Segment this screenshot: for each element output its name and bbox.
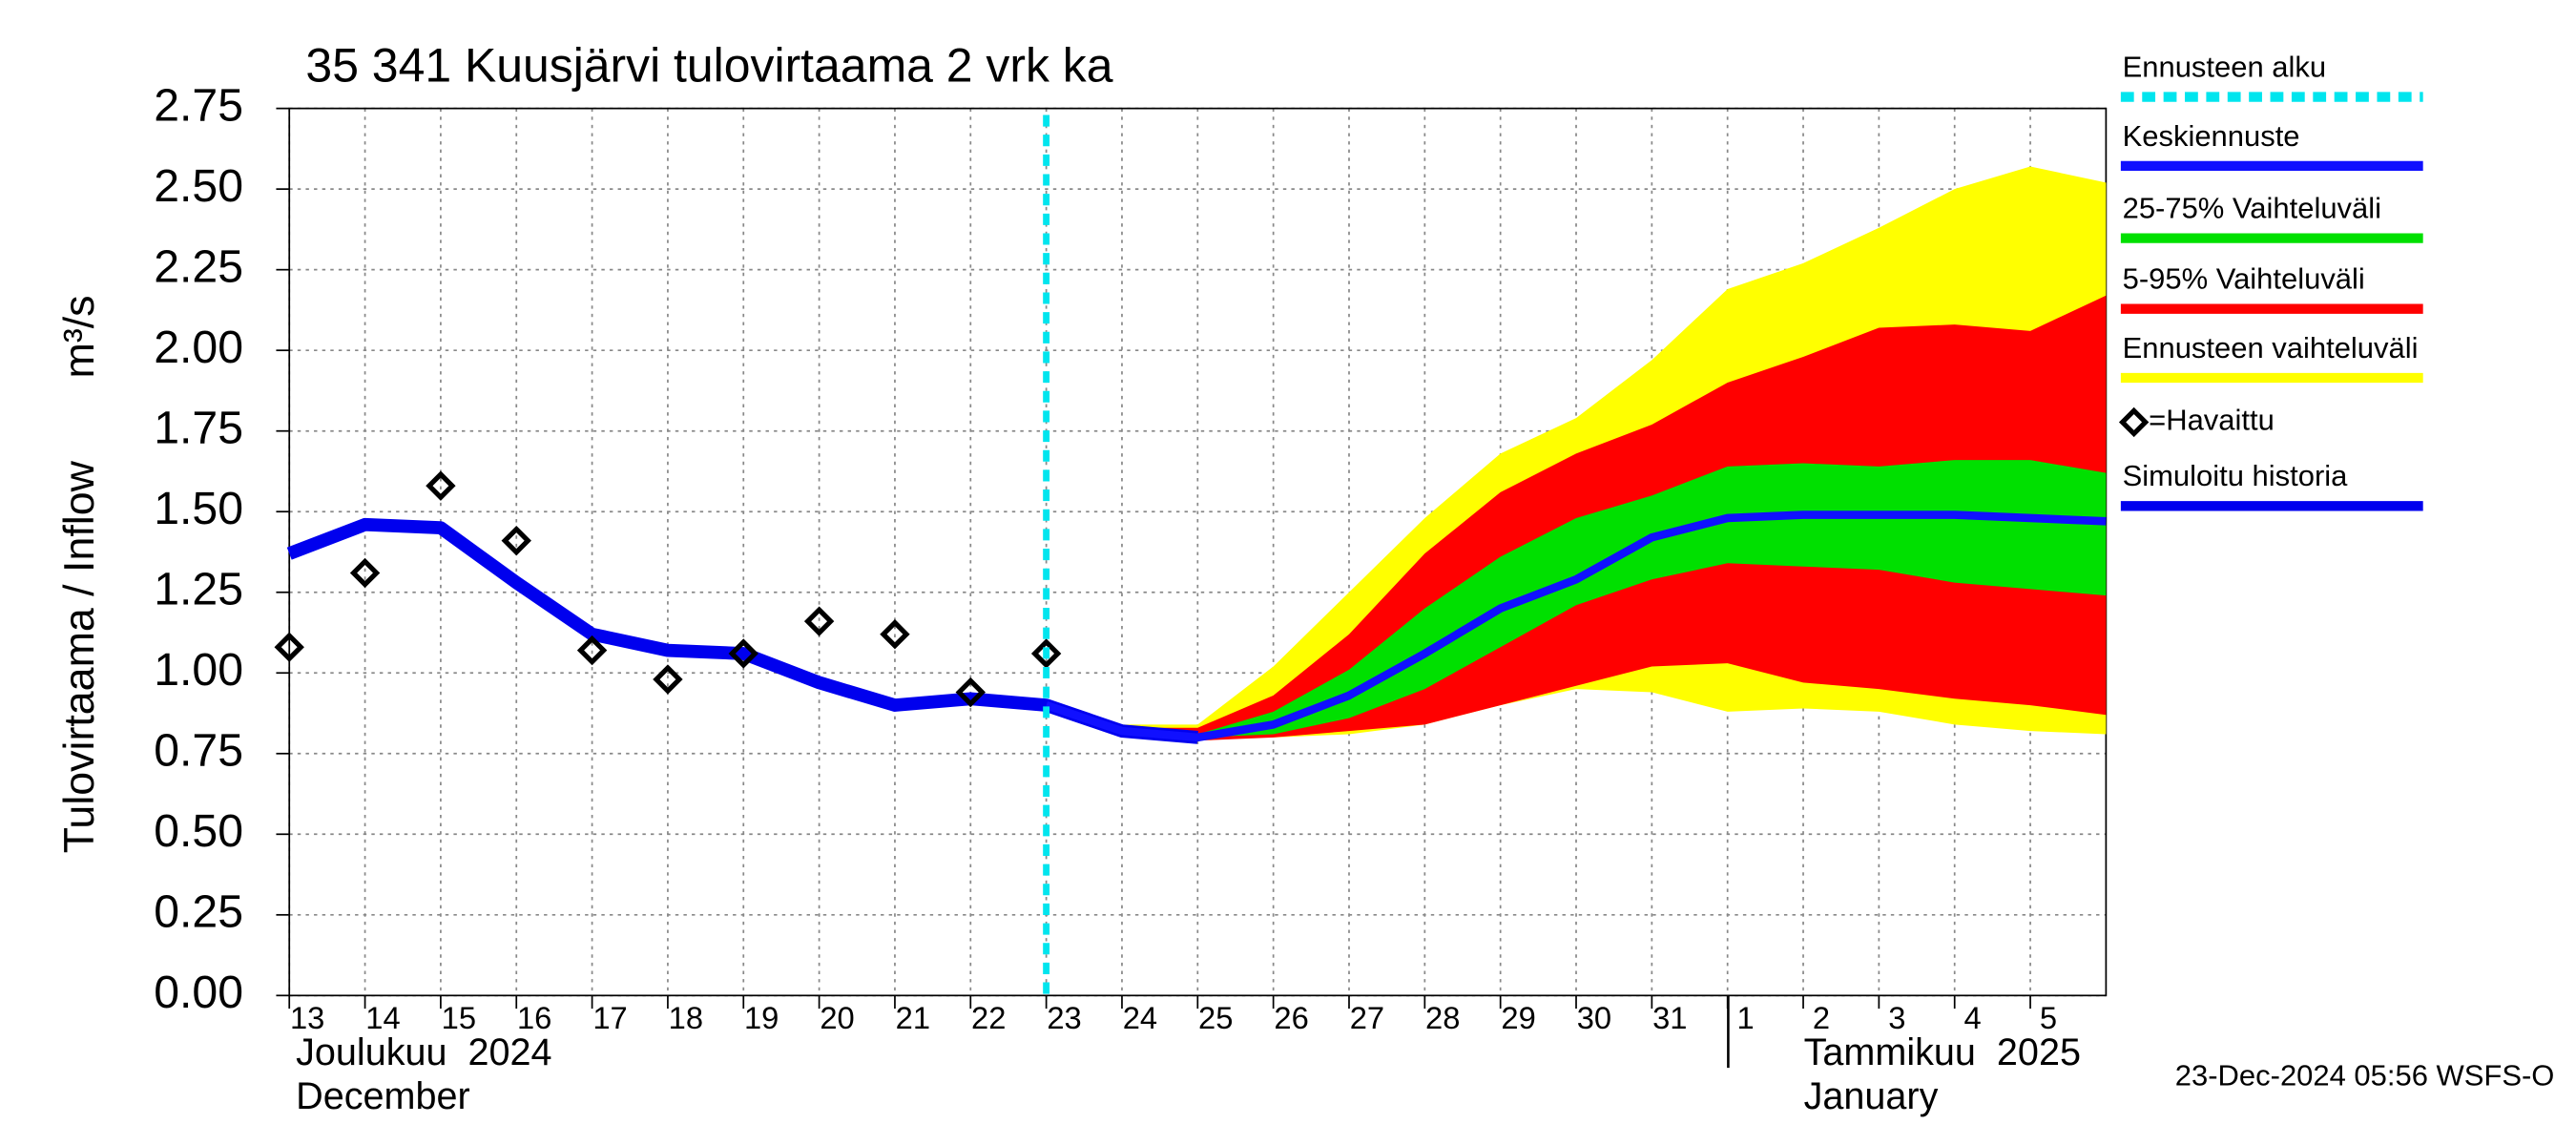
x-tick-label: 28 — [1425, 1000, 1460, 1035]
observed-point — [426, 470, 456, 501]
x-tick-label: 30 — [1577, 1000, 1611, 1035]
y-tick-label: 2.25 — [154, 240, 243, 292]
legend-label: Ennusteen vaihteluväli — [2123, 331, 2419, 364]
line-series — [1045, 510, 2107, 742]
x-tick-label: 19 — [744, 1000, 779, 1035]
observed-point — [728, 638, 758, 669]
y-tick-label: 1.75 — [154, 402, 243, 453]
y-tick-label: 0.50 — [154, 805, 243, 857]
x-tick-label: 18 — [669, 1000, 703, 1035]
x-tick-label: 5 — [2040, 1000, 2057, 1035]
observed-point — [1030, 638, 1062, 669]
x-tick-label: 15 — [442, 1000, 476, 1035]
x-tick-label: 22 — [971, 1000, 1006, 1035]
observed-point — [274, 632, 304, 662]
x-tick-label: 14 — [365, 1000, 400, 1035]
x-tick-label: 2 — [1813, 1000, 1830, 1035]
x-tick-label: 23 — [1047, 1000, 1081, 1035]
chart-title: 35 341 Kuusjärvi tulovirtaama 2 vrk ka — [305, 38, 1112, 92]
x-tick-label: 1 — [1737, 1000, 1755, 1035]
x-month-label: January — [1804, 1075, 1939, 1117]
x-month-label: Tammikuu 2025 — [1804, 1031, 2081, 1073]
y-tick-label: 1.25 — [154, 563, 243, 614]
x-tick-label: 29 — [1501, 1000, 1535, 1035]
observed-point — [349, 557, 381, 589]
y-tick-label: 1.50 — [154, 483, 243, 534]
x-tick-label: 20 — [820, 1000, 854, 1035]
observed-point — [576, 635, 608, 666]
observed-point — [955, 677, 986, 708]
legend-label: Simuloitu historia — [2123, 459, 2349, 492]
x-tick-label: 3 — [1888, 1000, 1905, 1035]
y-tick-label: 2.50 — [154, 160, 243, 212]
legend-label: Keskiennuste — [2123, 119, 2300, 153]
legend-marker — [2118, 406, 2150, 438]
x-tick-label: 17 — [592, 1000, 627, 1035]
x-tick-label: 31 — [1652, 1000, 1687, 1035]
x-tick-label: 16 — [517, 1000, 551, 1035]
x-tick-label: 21 — [896, 1000, 930, 1035]
line-series — [286, 517, 1198, 744]
observed-point — [803, 606, 835, 636]
x-tick-label: 26 — [1274, 1000, 1308, 1035]
y-tick-label: 2.75 — [154, 79, 243, 131]
forecast-band — [1046, 460, 2107, 738]
x-tick-label: 24 — [1123, 1000, 1157, 1035]
legend-label: =Havaittu — [2149, 404, 2275, 437]
x-tick-label: 27 — [1350, 1000, 1384, 1035]
y-tick-label: 1.00 — [154, 644, 243, 696]
observed-point — [653, 664, 683, 695]
footer: 23-Dec-2024 05:56 WSFS-O — [2175, 1059, 2555, 1093]
x-month-label: December — [296, 1075, 470, 1117]
x-tick-label: 13 — [290, 1000, 324, 1035]
x-month-label: Joulukuu 2024 — [296, 1031, 551, 1073]
observed-point — [501, 525, 531, 556]
observed-point — [880, 618, 910, 650]
legend-label: 5-95% Vaihteluväli — [2123, 262, 2365, 296]
x-tick-label: 4 — [1964, 1000, 1982, 1035]
y-axis-unit: m³/s — [55, 295, 103, 378]
y-tick-label: 0.75 — [154, 725, 243, 777]
y-tick-label: 0.25 — [154, 886, 243, 938]
legend-label: 25-75% Vaihteluväli — [2123, 192, 2381, 225]
y-tick-label: 2.00 — [154, 322, 243, 373]
y-axis-label: Tulovirtaama / Inflow — [55, 460, 103, 853]
legend-label: Ennusteen alku — [2123, 50, 2327, 83]
y-tick-label: 0.00 — [154, 967, 243, 1018]
x-tick-label: 25 — [1198, 1000, 1233, 1035]
